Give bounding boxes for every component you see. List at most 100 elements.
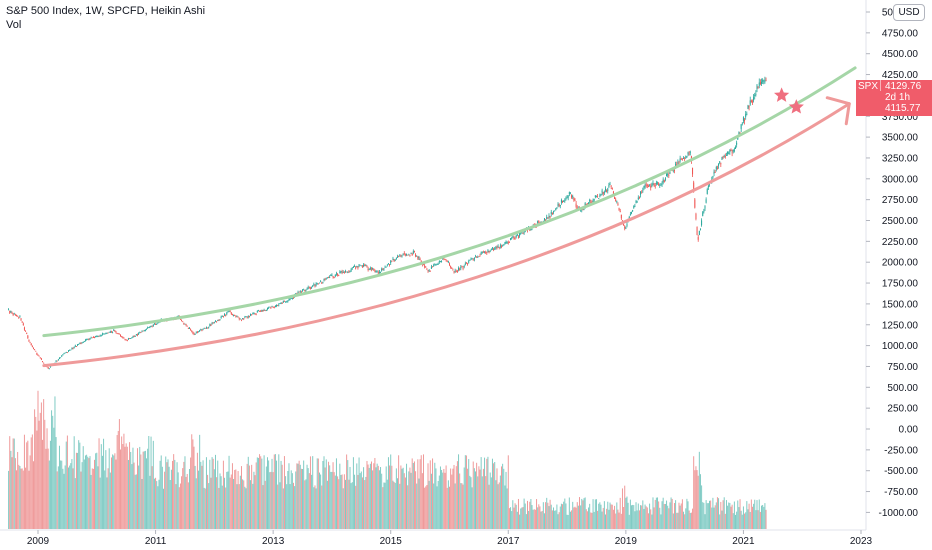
candle-body — [601, 190, 603, 193]
volume-bar — [452, 468, 454, 529]
candle-body — [608, 184, 610, 187]
symbol-title[interactable]: S&P 500 Index, 1W, SPCFD, Heikin Ashi — [6, 5, 206, 17]
candle-body — [139, 332, 141, 334]
volume-bar — [208, 483, 210, 529]
candle-body — [195, 331, 197, 333]
volume-bar — [48, 460, 50, 529]
candle-body — [248, 316, 250, 318]
candle-body — [733, 149, 735, 151]
volume-label[interactable]: Vol — [6, 19, 22, 31]
candle-body — [715, 166, 717, 170]
volume-bar — [412, 462, 414, 529]
candle-body — [513, 237, 515, 239]
star-icon[interactable] — [774, 87, 790, 102]
volume-bar — [211, 457, 213, 529]
price-tick-label: 2000.00 — [882, 258, 919, 269]
volume-bar — [92, 468, 94, 529]
volume-bar — [681, 499, 683, 529]
candle-body — [637, 197, 639, 200]
volume-bar — [581, 498, 583, 529]
volume-bar — [543, 513, 545, 529]
volume-bar — [158, 479, 160, 529]
volume-bar — [324, 467, 326, 529]
volume-bar — [459, 473, 461, 529]
candle-body — [401, 256, 403, 258]
time-axis[interactable] — [0, 530, 932, 550]
volume-bar — [290, 470, 292, 529]
volume-bar — [658, 501, 660, 529]
volume-bar — [358, 457, 360, 529]
star-icon[interactable] — [788, 99, 804, 114]
volume-bar — [225, 487, 227, 529]
volume-bar — [634, 511, 636, 529]
candle-body — [332, 276, 334, 278]
volume-bar — [513, 507, 515, 529]
volume-bar — [732, 513, 734, 529]
candle-body — [406, 253, 408, 255]
price-tick-label: 2750.00 — [882, 195, 919, 206]
volume-bar — [265, 466, 267, 529]
candle-body — [696, 226, 698, 236]
candle-body — [155, 324, 157, 325]
candle-body — [251, 314, 253, 316]
volume-bar — [444, 472, 446, 529]
candle-body — [12, 314, 14, 315]
volume-bar — [516, 511, 518, 529]
trendlines[interactable] — [42, 66, 857, 368]
volume-bar — [295, 471, 297, 529]
volume-bar — [262, 485, 264, 529]
candle-body — [138, 333, 140, 335]
lower-trendline[interactable] — [42, 102, 851, 368]
candle-body — [516, 234, 518, 236]
candle-body — [593, 199, 595, 201]
volume-bar — [199, 434, 201, 529]
volume-bar — [573, 507, 575, 529]
candle-body — [356, 266, 358, 268]
candle-body — [18, 317, 20, 319]
candle-body — [352, 267, 354, 268]
upper-trendline[interactable] — [42, 66, 857, 338]
candle-body — [481, 251, 483, 253]
volume-bar — [514, 503, 516, 529]
candle-body — [367, 268, 369, 271]
volume-bar — [47, 448, 49, 529]
volume-bar — [739, 499, 741, 529]
candle-body — [738, 132, 740, 135]
candle-body — [615, 199, 617, 202]
candle-body — [566, 197, 568, 199]
volume-bar — [14, 458, 16, 529]
candle-body — [190, 328, 192, 330]
candle-body — [43, 362, 45, 364]
volume-bar — [583, 498, 585, 529]
candle-body — [79, 342, 81, 344]
candle-body — [707, 185, 709, 188]
volume-bar — [300, 468, 302, 529]
volume-bar — [344, 479, 346, 529]
candle-body — [205, 327, 207, 329]
volume-bar — [463, 467, 465, 529]
volume-bar — [450, 468, 452, 529]
candle-body — [445, 259, 447, 261]
candle-body — [266, 307, 268, 310]
volume-bar — [489, 472, 491, 529]
volume-bar — [589, 503, 591, 529]
candle-body — [493, 248, 495, 251]
volume-bar — [57, 466, 59, 529]
volume-bar — [21, 468, 23, 529]
candle-body — [21, 321, 23, 323]
volume-bar — [73, 436, 75, 529]
volume-bar — [71, 459, 73, 529]
candle-body — [183, 322, 185, 324]
volume-bar — [8, 470, 10, 529]
volume-bar — [571, 510, 573, 529]
candle-body — [124, 339, 126, 340]
volume-bar — [523, 498, 525, 529]
currency-button[interactable]: USD — [893, 4, 925, 21]
annotations[interactable] — [774, 87, 804, 114]
volume-bar — [401, 468, 403, 529]
candle-body — [751, 101, 753, 103]
volume-bar — [750, 499, 752, 529]
volume-bar — [34, 409, 36, 529]
candle-body — [494, 248, 496, 250]
